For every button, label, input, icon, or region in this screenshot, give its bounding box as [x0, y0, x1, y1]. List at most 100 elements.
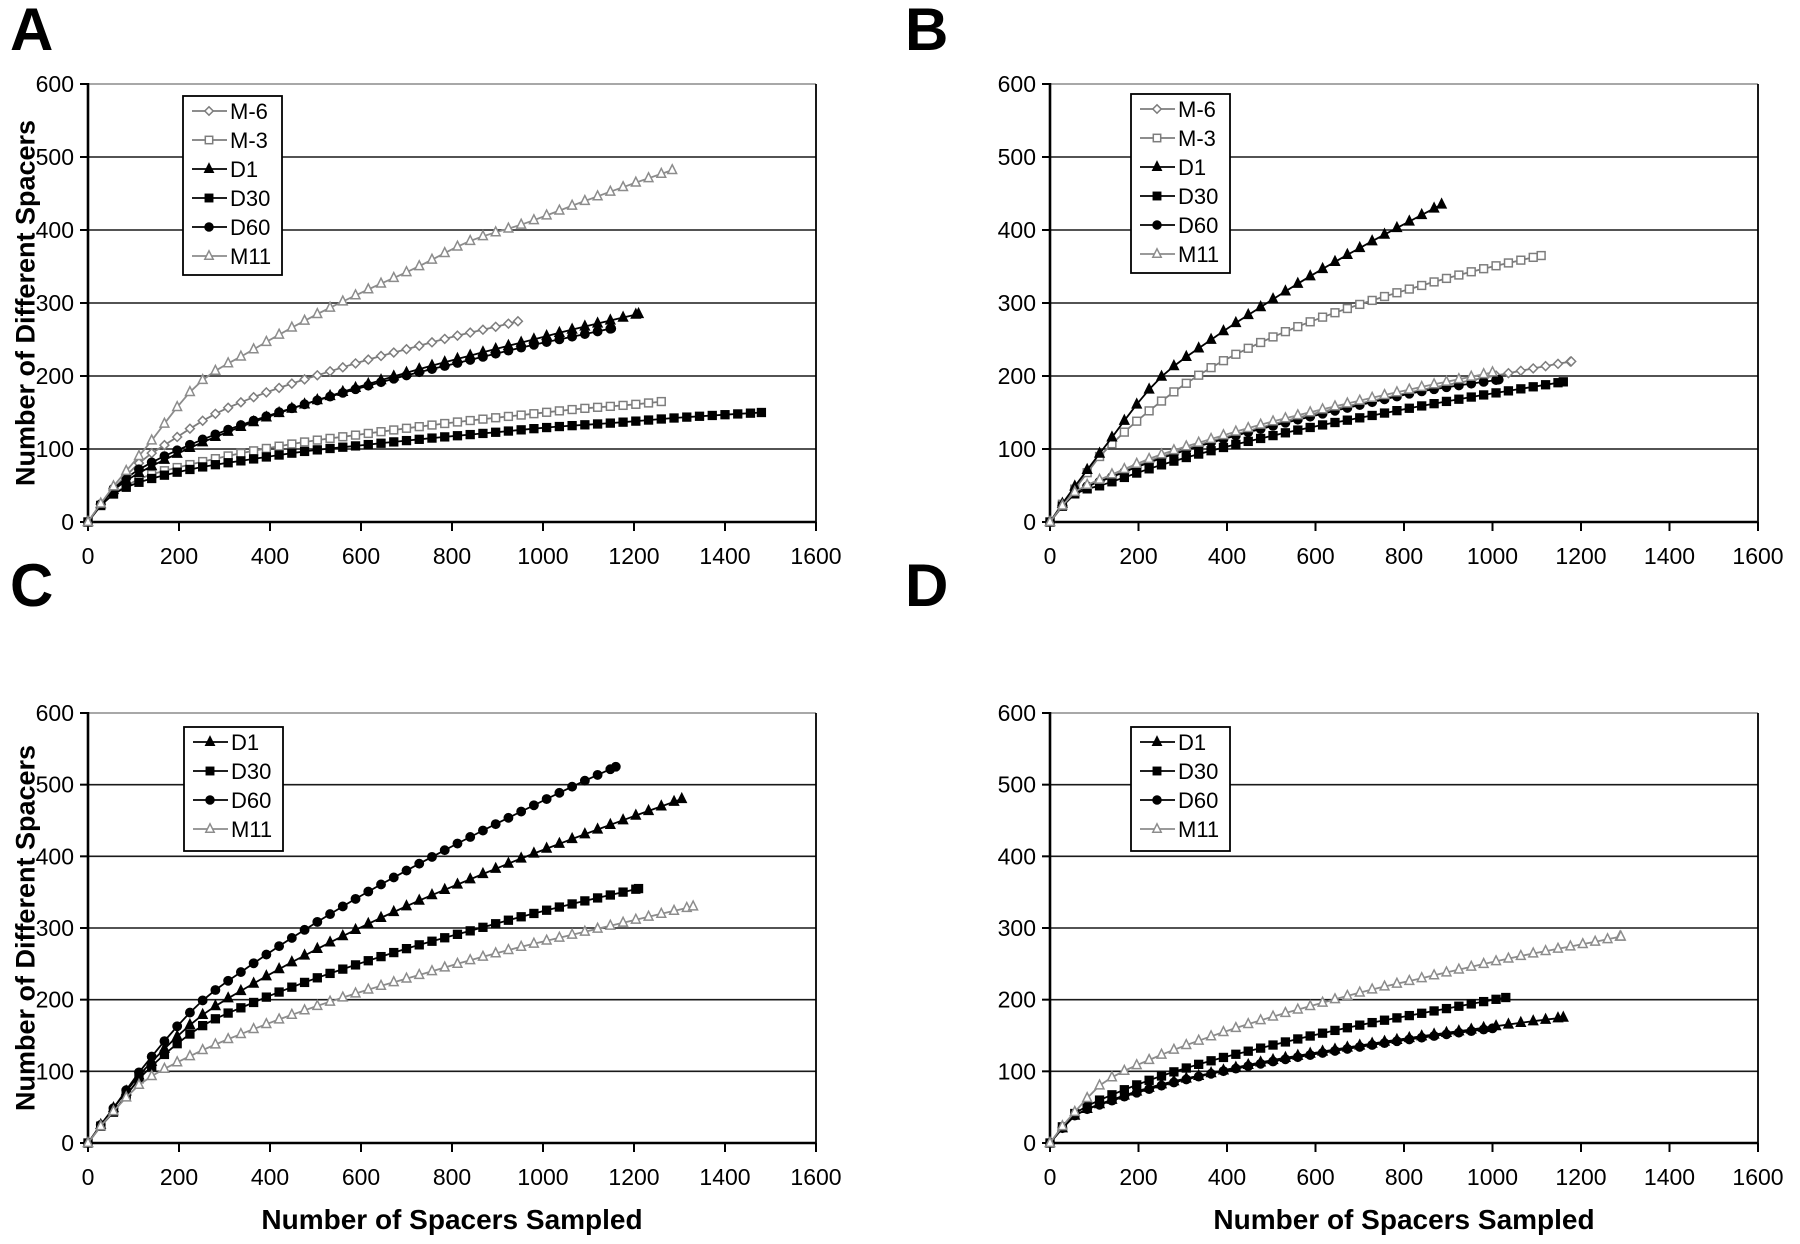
series-marker [1378, 979, 1391, 991]
series-marker [490, 946, 502, 958]
series-marker [350, 960, 361, 970]
series-marker [451, 877, 464, 889]
series-marker [745, 408, 756, 418]
series-marker [515, 851, 527, 863]
series-marker [1217, 1025, 1230, 1037]
series-marker [707, 410, 717, 421]
series-marker [210, 985, 221, 995]
series-marker [1516, 384, 1526, 394]
series-marker [656, 414, 666, 424]
series-marker [1465, 959, 1477, 971]
series-marker [592, 326, 603, 337]
series-marker [274, 450, 284, 460]
series-marker [1143, 382, 1155, 394]
series-marker [1354, 1041, 1365, 1052]
series-marker [1465, 369, 1477, 381]
series-marker [579, 924, 591, 936]
series-marker [1429, 1006, 1439, 1016]
series-marker [605, 401, 615, 412]
series-marker [375, 276, 387, 288]
series-marker [491, 427, 501, 437]
series-marker [1118, 413, 1130, 425]
series-marker [203, 162, 215, 173]
series-marker [1243, 436, 1253, 447]
series-marker [1217, 428, 1230, 440]
series-marker [541, 794, 552, 804]
series-marker [388, 347, 400, 359]
series-marker [1528, 252, 1538, 263]
series-d30 [1045, 992, 1511, 1148]
series-marker [1243, 343, 1253, 353]
series-marker [184, 384, 196, 397]
series-marker [1132, 1080, 1142, 1090]
series-marker [223, 1008, 233, 1018]
series-marker [1304, 999, 1316, 1011]
series-marker [1268, 332, 1278, 342]
series-marker [1453, 1027, 1464, 1038]
legend-item-d1: D1 [1140, 155, 1206, 180]
series-marker [617, 813, 629, 825]
series-marker [223, 458, 233, 468]
series-marker [579, 193, 591, 206]
series-marker [286, 320, 298, 332]
series-marker [388, 975, 400, 987]
legend-label: M-6 [1178, 97, 1216, 122]
series-marker [1106, 467, 1118, 479]
series-marker [1267, 292, 1279, 304]
series-d1 [82, 791, 688, 1148]
series-marker [604, 817, 616, 829]
series-marker [1279, 411, 1292, 423]
series-marker [1243, 1046, 1253, 1056]
series-marker [312, 973, 322, 983]
y-tick-label: 100 [36, 436, 74, 462]
y-tick-label: 0 [61, 1130, 74, 1156]
series-marker [490, 819, 501, 830]
series-marker [312, 435, 322, 445]
series-marker [158, 1061, 171, 1073]
series-marker [401, 343, 412, 355]
series-marker [1539, 1012, 1552, 1024]
y-tick-label: 200 [998, 363, 1036, 389]
series-marker [172, 1039, 182, 1049]
series-marker [464, 233, 476, 246]
x-tick-label: 1600 [790, 1164, 841, 1190]
series-marker [1106, 430, 1118, 442]
legend-label: D30 [231, 759, 271, 784]
series-marker [1416, 379, 1428, 392]
series-marker [1304, 269, 1316, 281]
series-marker [1218, 356, 1229, 366]
series-marker [260, 386, 272, 398]
legend-item-d30: D30 [192, 186, 270, 211]
series-marker [503, 411, 514, 422]
series-marker [203, 105, 215, 117]
series-marker [1255, 1043, 1266, 1053]
series-marker [400, 265, 413, 277]
series-marker [197, 434, 208, 445]
y-tick-label: 200 [36, 987, 74, 1013]
y-tick-label: 100 [998, 436, 1036, 462]
series-marker [1317, 1028, 1328, 1038]
series-marker [541, 208, 553, 220]
series-marker [452, 929, 463, 939]
series-marker [1454, 270, 1464, 280]
series-marker [566, 831, 578, 844]
series-marker [592, 769, 603, 780]
series-marker [376, 377, 386, 388]
series-marker [687, 899, 699, 911]
legend-item-d60: D60 [1140, 213, 1218, 238]
x-tick-label: 1200 [1555, 1164, 1606, 1190]
series-line [1049, 380, 1564, 523]
series-marker [566, 198, 578, 210]
series-marker [1094, 1099, 1105, 1110]
series-marker [235, 349, 247, 361]
series-marker [273, 1012, 285, 1024]
series-marker [198, 462, 208, 472]
series-marker [1329, 992, 1341, 1004]
x-tick-label: 1200 [608, 543, 659, 569]
x-tick-label: 800 [1385, 1164, 1423, 1190]
series-marker [222, 402, 234, 414]
series-marker [1152, 191, 1162, 201]
series-marker [1152, 220, 1162, 230]
series-marker [1342, 303, 1353, 314]
series-marker [1403, 973, 1415, 986]
